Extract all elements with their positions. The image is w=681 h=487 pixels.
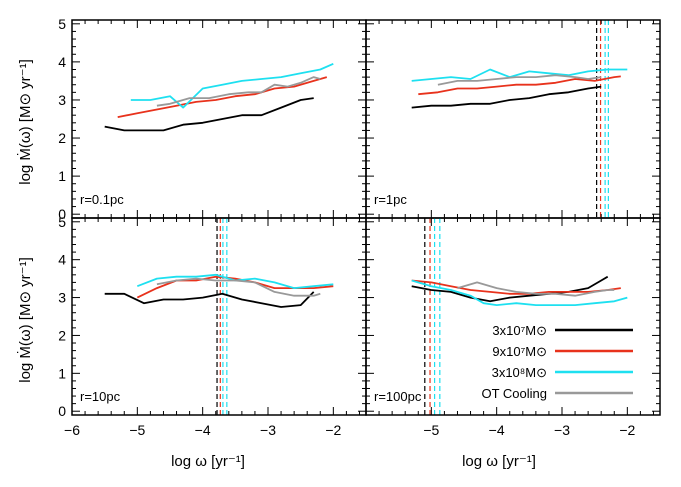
panel-4: −5 −4 −3 −2 r=100pc — [365, 217, 661, 438]
y-tick-label: 4 — [58, 252, 66, 268]
x-tick-label: −2 — [619, 422, 635, 438]
series-line-1 — [411, 85, 602, 109]
y-tick-label: 5 — [58, 16, 66, 32]
legend-label: 3x10⁸M⊙ — [492, 365, 547, 380]
x-tick-label: −2 — [325, 422, 341, 438]
x-axis-label-right: log ω [yr⁻¹] — [462, 453, 536, 470]
panel-frame — [71, 217, 367, 416]
y-tick-label: 2 — [58, 130, 66, 146]
legend-label: 3x10⁷M⊙ — [492, 323, 547, 338]
series-line-3 — [411, 68, 628, 82]
x-tick-label: −4 — [195, 422, 211, 438]
y-tick-label: 1 — [58, 168, 66, 184]
series-line-4 — [156, 277, 321, 297]
series-line-1 — [104, 291, 315, 308]
series-line-2 — [418, 75, 621, 96]
series-line-2 — [117, 76, 328, 118]
series-line-2 — [411, 279, 621, 295]
y-tick-label: 5 — [58, 214, 66, 230]
x-tick-label: −6 — [64, 422, 80, 438]
y-tick-label: 0 — [58, 403, 66, 419]
x-tick-label: −3 — [554, 422, 570, 438]
labels-layer: log ω [yr⁻¹] log ω [yr⁻¹] log Ṁ(ω) [M⊙ y… — [16, 59, 536, 470]
panels-layer: 0 1 2 3 4 5 r=0.1pc r=1pc 0 1 2 3 4 5 −6 −5 −4 −3 −2 r=10pc… — [58, 16, 661, 438]
panel-label: r=10pc — [80, 389, 121, 404]
x-tick-label: −5 — [129, 422, 145, 438]
x-axis-label-left: log ω [yr⁻¹] — [171, 453, 245, 470]
series-line-3 — [136, 273, 334, 290]
panel-frame — [365, 217, 661, 416]
series-line-1 — [104, 97, 314, 132]
panel-label: r=1pc — [374, 192, 407, 207]
panel-label: r=0.1pc — [80, 192, 124, 207]
y-tick-label: 4 — [58, 54, 66, 70]
legend-label: 9x10⁷M⊙ — [492, 344, 547, 359]
y-tick-label: 0 — [58, 206, 66, 222]
panel-1: 0 1 2 3 4 5 r=0.1pc — [58, 16, 367, 222]
y-tick-label: 3 — [58, 290, 66, 306]
y-axis-label-bottom: log Ṁ(ω) [M⊙ yr⁻¹] — [16, 257, 34, 383]
panel-frame — [365, 19, 661, 219]
series-line-3 — [130, 62, 334, 109]
panel-2: r=1pc — [365, 19, 661, 219]
series-line-3 — [411, 279, 628, 307]
series-line-4 — [156, 76, 321, 107]
y-tick-label: 3 — [58, 92, 66, 108]
series-line-4 — [437, 74, 602, 86]
y-tick-label: 2 — [58, 327, 66, 343]
panel-3: 0 1 2 3 4 5 −6 −5 −4 −3 −2 r=10pc — [58, 214, 367, 438]
legend: 3x10⁷M⊙ 9x10⁷M⊙ 3x10⁸M⊙ OT Cooling — [481, 323, 633, 401]
y-axis-label-top: log Ṁ(ω) [M⊙ yr⁻¹] — [16, 59, 34, 185]
y-tick-label: 1 — [58, 365, 66, 381]
series-line-1 — [411, 275, 609, 303]
series-line-4 — [457, 281, 615, 297]
x-tick-label: −5 — [423, 422, 439, 438]
x-tick-label: −4 — [489, 422, 505, 438]
x-tick-label: −3 — [260, 422, 276, 438]
legend-label: OT Cooling — [481, 386, 547, 401]
panel-label: r=100pc — [374, 389, 422, 404]
